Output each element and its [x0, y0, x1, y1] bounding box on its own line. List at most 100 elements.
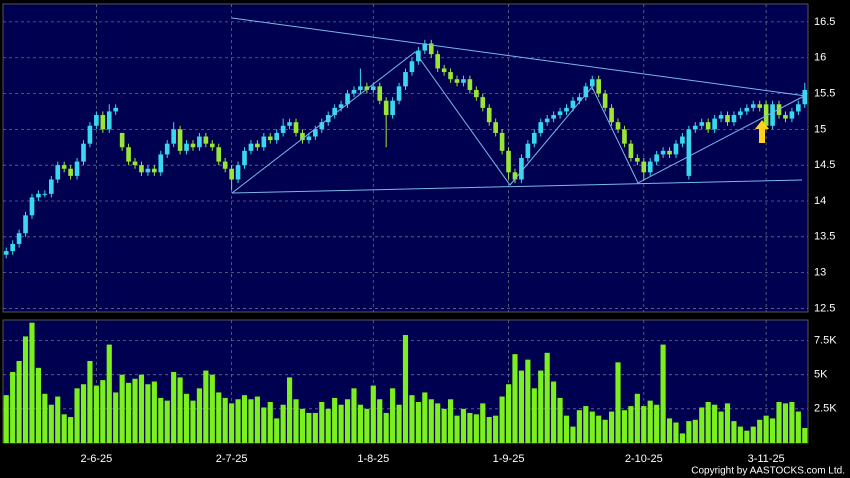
- candle-body: [770, 104, 775, 126]
- volume-bar: [563, 415, 570, 443]
- candle-body: [512, 172, 518, 180]
- candle-body: [164, 143, 170, 155]
- candle-body: [261, 136, 267, 148]
- volume-bar: [164, 400, 170, 443]
- volume-bar: [409, 395, 415, 443]
- candle-body: [428, 43, 434, 55]
- candle-body: [531, 132, 537, 144]
- volume-bar: [29, 322, 35, 443]
- candle-body: [641, 161, 647, 173]
- volume-bar: [332, 397, 338, 443]
- candle-body: [377, 86, 383, 101]
- volume-bar: [763, 415, 769, 443]
- candle-body: [396, 86, 402, 101]
- volume-bar: [203, 370, 209, 443]
- volume-bar: [370, 385, 376, 443]
- candle-body: [126, 147, 131, 162]
- volume-bar: [357, 404, 363, 443]
- candle-body: [338, 104, 344, 108]
- candle-body: [293, 122, 299, 133]
- volume-bar: [325, 408, 331, 443]
- candle-body: [209, 143, 215, 148]
- candle-body: [390, 100, 395, 116]
- candle-body: [55, 165, 61, 180]
- marks: [3, 39, 808, 443]
- candle-body: [87, 125, 93, 144]
- volume-bar: [68, 417, 74, 443]
- candle-body: [81, 143, 86, 162]
- volume-bar: [396, 404, 402, 443]
- volume-bar: [171, 371, 177, 443]
- candle-body: [403, 72, 408, 87]
- volume-bar: [3, 395, 9, 443]
- candle-body: [106, 111, 112, 130]
- volume-bar: [87, 361, 93, 443]
- candle-body: [23, 215, 28, 234]
- volume-bar: [692, 419, 698, 443]
- candle-body: [750, 104, 756, 108]
- y-tick-label: 15: [814, 123, 826, 135]
- candle-body: [441, 68, 447, 73]
- volume-bar: [229, 403, 235, 443]
- volume-bar: [737, 426, 743, 443]
- volume-bar: [158, 397, 164, 443]
- volume-bar: [119, 374, 125, 443]
- x-tick-label: 3-11-25: [748, 453, 785, 465]
- x-tick-label: 2-10-25: [625, 453, 663, 465]
- candle-body: [435, 54, 441, 69]
- candle-body: [235, 165, 241, 180]
- candle-body: [216, 147, 222, 162]
- trendlines: [231, 17, 807, 194]
- volume-bar: [744, 430, 750, 443]
- x-tick-label: 1-8-25: [357, 453, 389, 465]
- volume-bar: [402, 335, 409, 443]
- candle-body: [738, 111, 743, 116]
- candle-body: [647, 161, 653, 173]
- candle-body: [300, 132, 305, 141]
- volume-bar: [634, 393, 640, 443]
- volume-bar: [306, 412, 312, 443]
- candle-body: [448, 72, 453, 80]
- volume-bar: [647, 400, 653, 443]
- candle-body: [3, 251, 9, 255]
- candle-body: [628, 143, 634, 158]
- volume-bar: [654, 404, 660, 443]
- volume-bar: [802, 427, 808, 443]
- volume-bar: [344, 399, 351, 443]
- volume-bar: [441, 408, 447, 443]
- volume-bar: [126, 382, 132, 443]
- volume-bar: [750, 426, 756, 443]
- volume-bar: [10, 371, 16, 443]
- volume-bar: [16, 361, 22, 443]
- volume-bar: [261, 407, 267, 443]
- y-tick-label: 13.5: [814, 231, 835, 243]
- volume-bar: [74, 388, 80, 443]
- candle-body: [519, 158, 524, 180]
- candle-body: [177, 129, 183, 151]
- candle-body: [48, 179, 54, 194]
- volume-bar: [435, 403, 441, 443]
- candle-body: [248, 143, 254, 151]
- volume-bar: [673, 422, 679, 443]
- candle-body: [615, 122, 621, 130]
- volume-bar: [499, 396, 505, 443]
- candle-body: [242, 150, 247, 166]
- y-tick-label: 12.5: [814, 302, 835, 314]
- candle-body: [171, 129, 176, 144]
- candle-body: [525, 143, 531, 158]
- volume-bar: [280, 404, 286, 443]
- candle-body: [744, 107, 750, 112]
- volume-bar: [583, 406, 589, 443]
- volume-bar: [80, 384, 87, 443]
- candle-body: [499, 132, 505, 151]
- candle-body: [474, 89, 479, 98]
- volume-bar: [544, 352, 550, 443]
- volume-bar: [299, 408, 306, 443]
- volume-bar: [776, 402, 782, 443]
- volume-bar: [100, 380, 106, 443]
- candle-body: [731, 115, 737, 123]
- volume-bar: [512, 354, 518, 443]
- candle-body: [132, 161, 138, 166]
- volume-bar: [641, 406, 647, 443]
- volume-bar: [576, 410, 582, 443]
